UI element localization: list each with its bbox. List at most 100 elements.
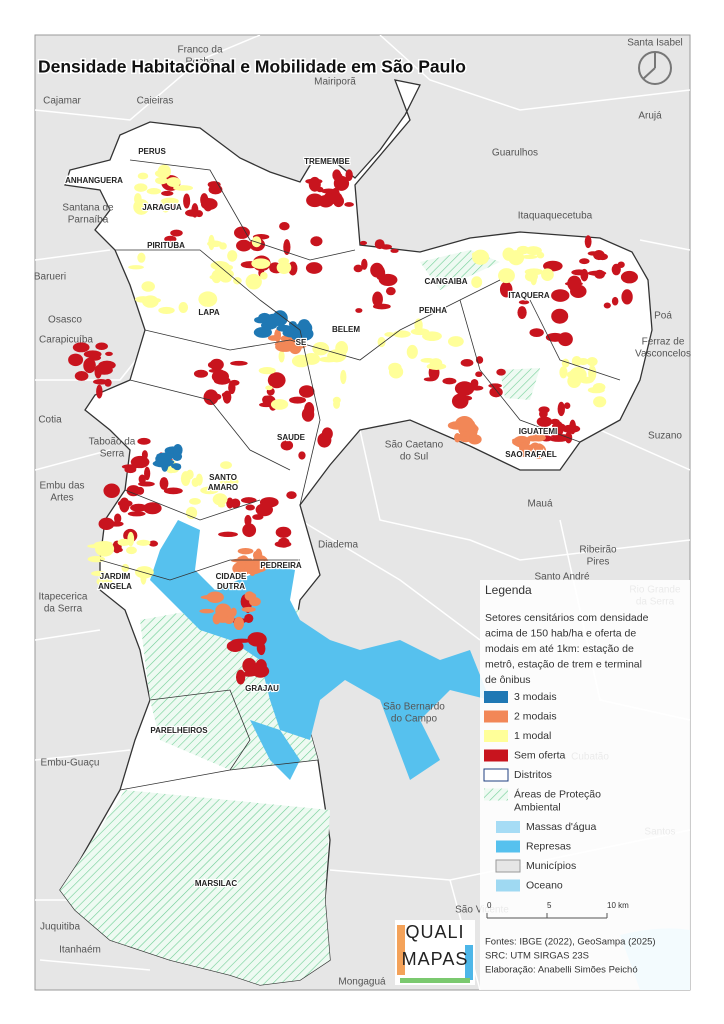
- tract: [103, 483, 120, 498]
- tract: [74, 371, 89, 381]
- tract: [279, 222, 290, 231]
- tract: [119, 497, 130, 513]
- tract: [96, 576, 113, 587]
- tract: [471, 276, 483, 288]
- scale-label: 0: [487, 901, 492, 910]
- district-label: PIRITUBA: [147, 241, 185, 250]
- tract: [390, 248, 399, 253]
- tract: [283, 239, 291, 255]
- tract: [159, 477, 169, 490]
- municipality-label: Itapecerica: [39, 592, 88, 603]
- tract: [536, 416, 553, 428]
- tract: [460, 358, 474, 367]
- tract: [285, 324, 305, 336]
- tract: [469, 433, 477, 442]
- tract: [345, 169, 353, 181]
- municipality-label: Rocha: [186, 57, 215, 68]
- municipality-label: Guarulhos: [492, 148, 538, 159]
- logo: QUALI MAPAS: [395, 920, 475, 985]
- tract: [200, 198, 218, 211]
- tract: [551, 423, 566, 430]
- municipality-label: Ferraz de: [642, 337, 685, 348]
- tract: [240, 497, 257, 504]
- district-label: ITAQUERA: [508, 291, 549, 300]
- district-label: JARAGUA: [142, 203, 182, 212]
- tract: [236, 669, 246, 685]
- tract: [164, 455, 173, 460]
- municipality-label: Embu das: [39, 481, 84, 492]
- district-label: JARDIM ANGELA: [98, 572, 132, 591]
- protection-area: [500, 368, 540, 400]
- municipality-label: Caieiras: [137, 96, 174, 107]
- tract: [496, 368, 506, 376]
- tract: [130, 455, 150, 469]
- district-label: CANGAIBA: [424, 277, 467, 286]
- tract: [372, 291, 383, 307]
- tract: [275, 526, 292, 538]
- district-label: PENHA: [419, 306, 447, 315]
- district-label: BELEM: [332, 325, 360, 334]
- tract: [87, 544, 106, 549]
- tract: [134, 296, 152, 303]
- district-label: IGUATEMI: [519, 427, 558, 436]
- legend-swatch: [496, 840, 520, 853]
- tract: [264, 325, 272, 332]
- tract: [305, 262, 323, 274]
- tract: [98, 360, 116, 370]
- tract: [298, 385, 315, 398]
- source-text: Elaboração: Anabelli Simões Peichó: [485, 965, 638, 976]
- tract: [212, 493, 228, 506]
- tract: [502, 247, 516, 261]
- legend-swatch: [484, 730, 508, 742]
- tract: [423, 377, 437, 382]
- tract: [148, 540, 159, 547]
- tract: [209, 358, 224, 371]
- tract: [117, 538, 131, 547]
- tract: [83, 357, 96, 374]
- tract: [245, 273, 262, 290]
- tract: [230, 360, 248, 366]
- tract: [171, 463, 182, 469]
- tract: [215, 603, 232, 619]
- tract: [587, 251, 600, 256]
- tract: [321, 427, 333, 441]
- tract: [157, 164, 171, 179]
- tract: [306, 193, 324, 208]
- tract: [251, 258, 271, 269]
- tract: [208, 234, 215, 251]
- tract: [280, 440, 294, 451]
- legend-label: Áreas de Proteção: [514, 787, 601, 800]
- tract: [200, 595, 219, 600]
- logo-text: QUALI: [405, 922, 464, 942]
- legend-box: [480, 580, 690, 990]
- tract: [275, 341, 295, 352]
- tract: [288, 321, 297, 327]
- tract: [308, 176, 321, 192]
- tract: [183, 193, 191, 209]
- legend-label: Massas d'água: [526, 821, 596, 833]
- tract: [524, 268, 544, 276]
- source-text: Fontes: IBGE (2022), GeoSampa (2025): [485, 937, 656, 948]
- municipality-label: Cajamar: [43, 96, 81, 107]
- legend-swatch: [484, 691, 508, 703]
- tract: [276, 261, 292, 275]
- tract: [94, 365, 102, 379]
- tract: [154, 458, 170, 466]
- municipality-label: do Campo: [391, 714, 438, 725]
- tract: [144, 466, 151, 481]
- tract: [217, 503, 226, 508]
- tract: [244, 613, 254, 623]
- district-borders: [99, 159, 621, 791]
- municipality-label: Serra: [100, 449, 125, 460]
- tract: [617, 261, 625, 268]
- municipality-label: Taboão da: [89, 437, 136, 448]
- tract: [517, 306, 527, 320]
- tract: [488, 383, 502, 389]
- tract: [72, 342, 90, 353]
- tract: [163, 487, 183, 495]
- municipality-label: São Caetano: [385, 440, 444, 451]
- tract: [114, 513, 122, 524]
- tract: [173, 443, 183, 457]
- municipality-label: Cotia: [38, 415, 62, 426]
- tract: [475, 371, 483, 378]
